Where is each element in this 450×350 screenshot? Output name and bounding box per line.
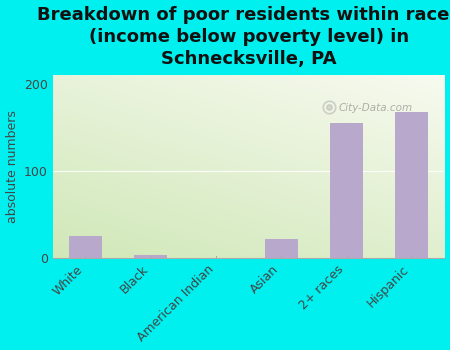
Y-axis label: absolute numbers: absolute numbers (5, 110, 18, 223)
Text: City-Data.com: City-Data.com (339, 103, 413, 113)
Bar (265, 239, 297, 258)
Bar (330, 123, 363, 258)
Title: Breakdown of poor residents within races
(income below poverty level) in
Schneck: Breakdown of poor residents within races… (37, 6, 450, 68)
Bar (396, 112, 428, 258)
Bar (135, 254, 167, 258)
Bar (69, 236, 102, 258)
